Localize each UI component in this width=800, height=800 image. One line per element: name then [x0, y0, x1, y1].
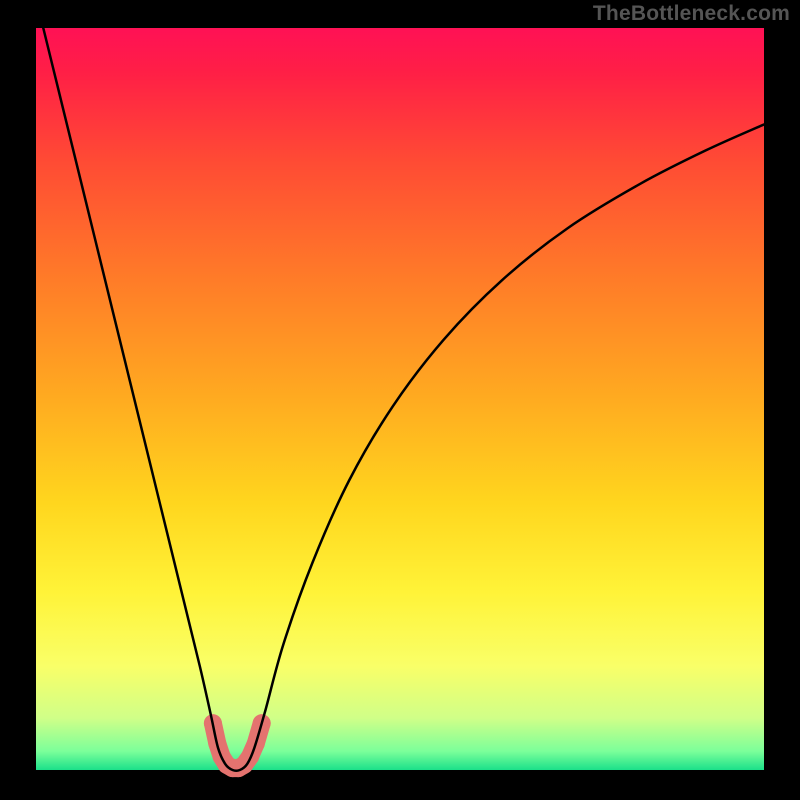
- bottleneck-chart-svg: [0, 0, 800, 800]
- plot-background: [36, 28, 764, 770]
- chart-root: TheBottleneck.com: [0, 0, 800, 800]
- watermark-text: TheBottleneck.com: [593, 2, 790, 26]
